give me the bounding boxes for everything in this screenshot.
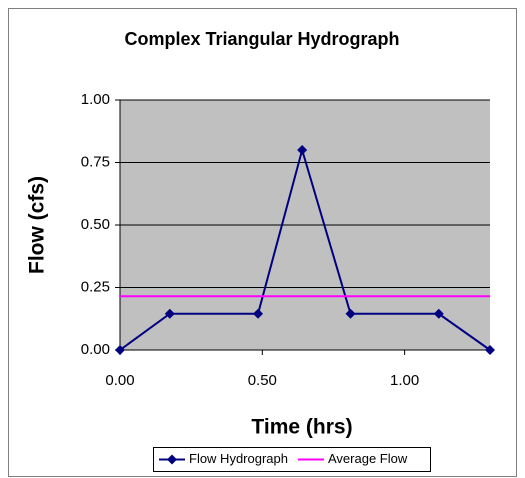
marker — [115, 345, 125, 355]
y-tick-label: 0.00 — [81, 341, 110, 358]
legend-label: Average Flow — [328, 451, 408, 466]
y-tick-label: 1.00 — [81, 91, 110, 108]
x-tick-label: 0.50 — [248, 372, 277, 389]
marker — [433, 308, 444, 319]
y-tick-label: 0.25 — [81, 278, 110, 295]
marker — [164, 308, 175, 319]
marker — [345, 308, 356, 319]
x-tick-label: 0.00 — [105, 372, 134, 389]
chart-title: Complex Triangular Hydrograph — [124, 29, 399, 49]
x-axis-label: Time (hrs) — [251, 416, 352, 439]
y-axis-label: Flow (cfs) — [26, 176, 49, 274]
marker — [297, 145, 308, 155]
legend-box — [153, 447, 431, 472]
legend-marker — [167, 454, 177, 465]
y-tick-label: 0.50 — [81, 216, 110, 233]
marker — [485, 345, 495, 355]
y-tick-label: 0.75 — [81, 153, 110, 170]
legend-label: Flow Hydrograph — [189, 451, 288, 466]
marker — [253, 308, 264, 319]
x-tick-label: 1.00 — [390, 372, 419, 389]
